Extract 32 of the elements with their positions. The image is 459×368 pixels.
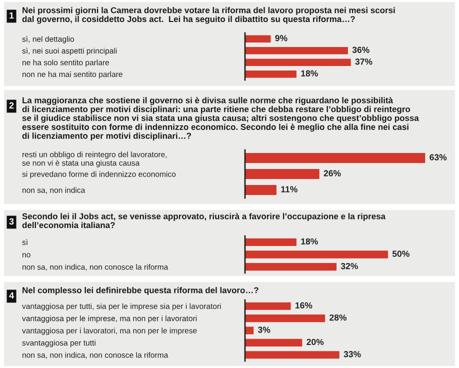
text: 2 (9, 102, 14, 109)
text: Nel complesso lei definirebbe questa riforma del lavoro…? (22, 287, 258, 295)
chart-title: Nei prossimi giorni la Camera dovrebbe votare la riforma del lavoro proposta nei mesi scorsi dal governo, il cosiddetto Jobs act. Lei ha seguito il dibattito su questa riforma…? (22, 7, 395, 24)
bar (245, 46, 348, 54)
bar (245, 302, 291, 310)
bar (245, 58, 351, 66)
data-label: 11% (281, 186, 298, 192)
data-label: 26% (324, 170, 341, 176)
data-label: 32% (340, 262, 358, 270)
text: 3 (9, 218, 14, 225)
bar (245, 351, 340, 359)
bar (245, 314, 326, 322)
data-label: 50% (392, 250, 410, 257)
bar (245, 35, 271, 43)
data-label: 28% (330, 314, 347, 321)
data-label: 16% (295, 302, 312, 308)
data-label: 18% (301, 70, 318, 76)
data-label: 3% (258, 326, 270, 333)
bar (245, 70, 296, 78)
chart-title: La maggioranza che sostiene il governo si è divisa sulle norme che riguardano le possibilità di licenziamento per motivi disciplinari: una parte ritiene che debba restare l’obbligo di reintegro se il giudice stabilisce non vi sia stata una giusta causa; altri sostengono che quest’obbligo possa essere sostituito con forme di indennizzo economico. Secondo lei è meglio che alla fine nei casi di licenziamento per motivi disciplinari…? (22, 97, 419, 140)
data-label: 63% (430, 154, 447, 160)
text: 1 (10, 12, 14, 19)
text: 4 (9, 292, 14, 299)
bar (245, 338, 302, 346)
data-label: 37% (355, 58, 372, 65)
data-label: 20% (306, 338, 324, 346)
bar (245, 326, 254, 334)
chart-title: Secondo lei il Jobs act, se venisse approvato, riuscirà a favorire l’occupazione e la ripresa dell’economia italiana? (22, 213, 386, 228)
data-label: 36% (352, 46, 370, 53)
data-label: 33% (344, 351, 361, 358)
data-label: 9% (275, 35, 288, 42)
data-label: 18% (301, 238, 318, 245)
